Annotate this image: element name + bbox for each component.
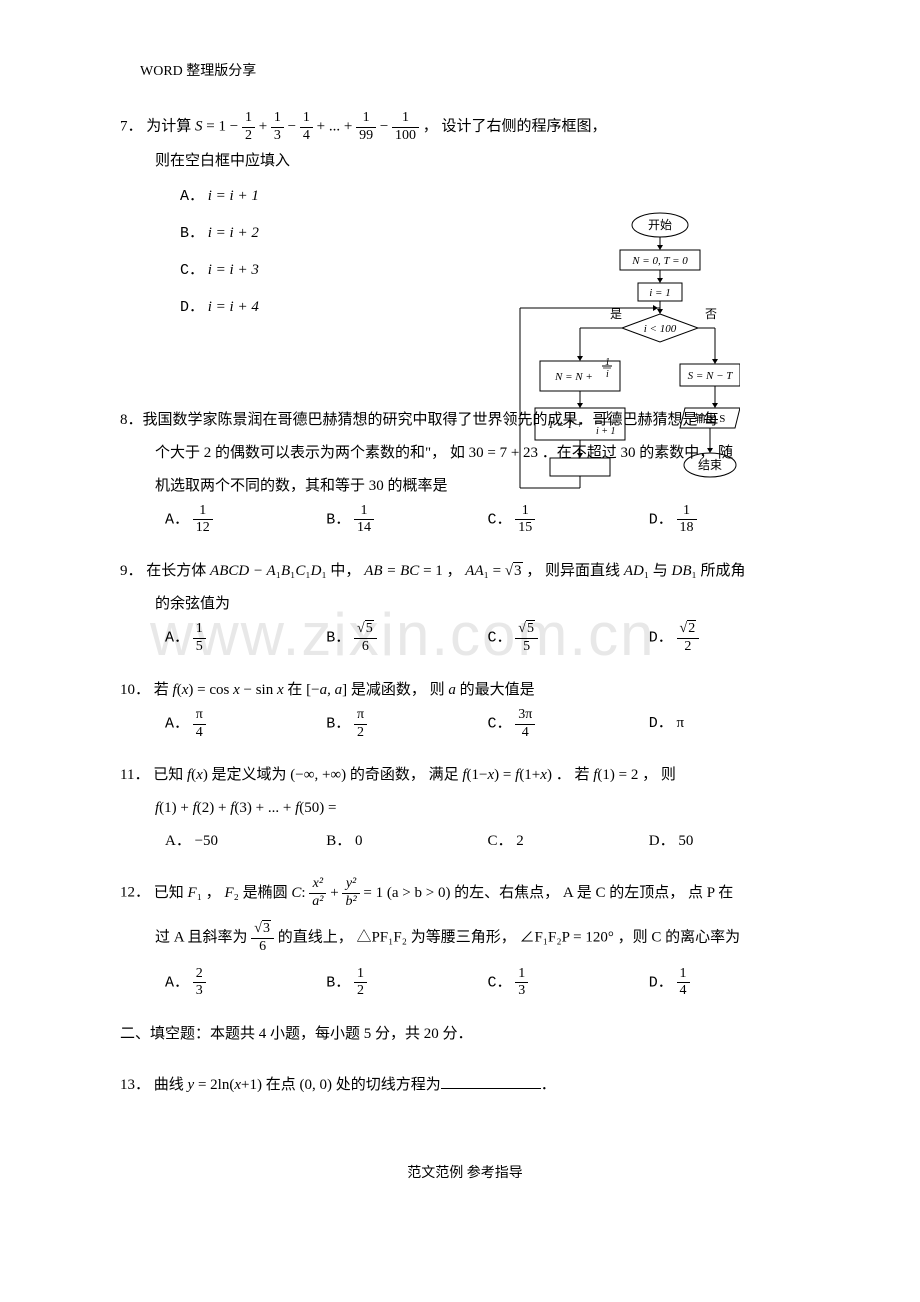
q9-optB: B． √56 — [326, 621, 487, 656]
question-13: 13． 曲线 y = 2ln(x+1) 在点 (0, 0) 处的切线方程为． — [120, 1069, 810, 1102]
q10-text: 若 f(x) = cos x − sin x 在 [−a, a] 是减函数， 则… — [154, 682, 535, 698]
q11-optD: D． 50 — [649, 825, 810, 858]
q12-num: 12． — [120, 885, 150, 901]
fc-end: 结束 — [698, 458, 722, 472]
q10-num: 10． — [120, 682, 150, 698]
page-header: WORD 整理版分享 — [140, 60, 810, 80]
svg-text:1: 1 — [605, 357, 610, 368]
q8-num: 8． — [120, 412, 143, 428]
q13-num: 13． — [120, 1077, 150, 1093]
q9-optD: D． √22 — [649, 621, 810, 656]
q12-optB: B． 12 — [326, 966, 487, 1001]
q7-text: 为计算 — [146, 119, 195, 135]
q10-optC: C． 3π4 — [488, 707, 649, 742]
q9-num: 9． — [120, 563, 143, 579]
question-12: 12． 已知 F₁ ， F₂ 是椭圆 C: x²a² + y²b² = 1 (a… — [120, 876, 810, 1000]
page-footer: 范文范例 参考指导 — [120, 1162, 810, 1182]
fc-output: 输出 S — [695, 411, 726, 425]
q13-text: 曲线 y = 2ln(x+1) 在点 (0, 0) 处的切线方程为 — [154, 1077, 441, 1093]
q11-line2: f(1) + f(2) + f(3) + ... + f(50) = — [155, 792, 810, 825]
q10-optA: A． π4 — [165, 707, 326, 742]
q11-optC: C． 2 — [488, 825, 649, 858]
q10-optD: D． π — [649, 707, 810, 742]
question-11: 11． 已知 f(x) 是定义域为 (−∞, +∞) 的奇函数， 满足 f(1−… — [120, 759, 810, 858]
fc-i1: i = 1 — [649, 287, 670, 299]
q9-optA: A． 15 — [165, 621, 326, 656]
fc-cond: i < 100 — [644, 323, 677, 335]
q12-optD: D． 14 — [649, 966, 810, 1001]
q8-optA: A． 112 — [165, 503, 326, 538]
question-9: 9． 在长方体 ABCD − A₁B₁C₁D₁ 中， AB = BC = 1 ，… — [120, 555, 810, 656]
q11-optB: B． 0 — [326, 825, 487, 858]
q9-line2: 的余弦值为 — [155, 588, 810, 621]
q7-text-after: ， 设计了右侧的程序框图， — [423, 119, 607, 135]
q12-optA: A． 23 — [165, 966, 326, 1001]
q9-text: 在长方体 ABCD − A₁B₁C₁D₁ 中， AB = BC = 1 ， AA… — [146, 562, 745, 579]
svg-text:i: i — [606, 369, 609, 380]
fc-no: 否 — [705, 307, 717, 321]
q7-line2: 则在空白框中应填入 — [155, 145, 810, 178]
q12-line1: 已知 F₁ ， F₂ 是椭圆 C: x²a² + y²b² = 1 (a > b… — [154, 885, 733, 901]
fc-start: 开始 — [648, 218, 672, 232]
fc-s-calc: S = N − T — [688, 370, 734, 382]
q7-num: 7． — [120, 119, 143, 135]
fc-t-update: T = T + — [548, 419, 583, 431]
section-2-header: 二、填空题：本题共 4 小题，每小题 5 分，共 20 分． — [120, 1018, 810, 1051]
fc-n-update: N = N + — [554, 371, 593, 383]
q11-optA: A． −50 — [165, 825, 326, 858]
q12-optC: C． 13 — [488, 966, 649, 1001]
q10-optB: B． π2 — [326, 707, 487, 742]
q11-line1: 已知 f(x) 是定义域为 (−∞, +∞) 的奇函数， 满足 f(1−x) =… — [153, 767, 676, 783]
q8-optB: B． 114 — [326, 503, 487, 538]
fc-yes: 是 — [610, 307, 622, 321]
svg-text:i + 1: i + 1 — [596, 426, 616, 437]
q11-num: 11． — [120, 767, 149, 783]
q12-line2: 过 A 且斜率为 √36 的直线上， △PF₁F₂ 为等腰三角形， ∠F₁F₂P… — [155, 921, 810, 956]
q13-blank — [441, 1073, 541, 1089]
svg-text:1: 1 — [605, 410, 610, 421]
fc-init: N = 0, T = 0 — [631, 255, 688, 267]
flowchart: 开始 N = 0, T = 0 i = 1 i < 100 是 否 — [510, 210, 740, 510]
question-10: 10． 若 f(x) = cos x − sin x 在 [−a, a] 是减函… — [120, 674, 810, 742]
q9-optC: C． √55 — [488, 621, 649, 656]
